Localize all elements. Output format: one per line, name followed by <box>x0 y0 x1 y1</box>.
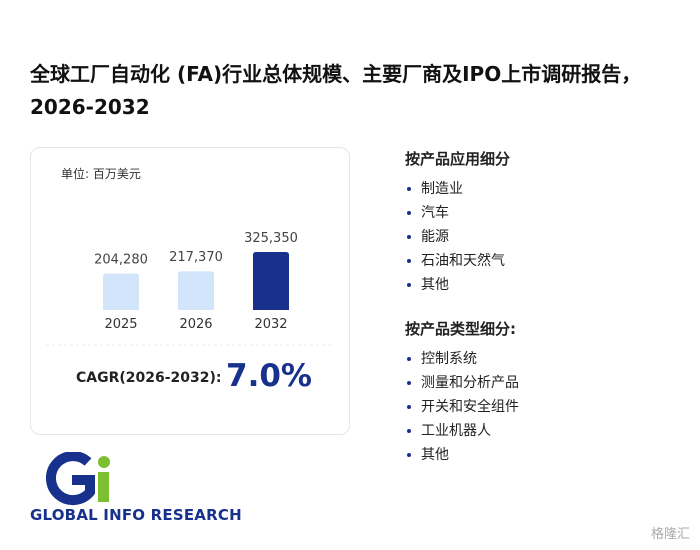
logo-dot <box>98 456 110 468</box>
segment-list: 制造业 汽车 能源 石油和天然气 其他 <box>405 177 685 297</box>
segment-item: 石油和天然气 <box>405 249 685 273</box>
segment-item: 其他 <box>405 443 685 467</box>
value-label: 325,350 <box>244 231 298 246</box>
year-label: 2025 <box>104 317 137 332</box>
segment-title: 按产品应用细分 <box>405 150 511 168</box>
bar <box>103 273 139 310</box>
year-label: 2032 <box>254 317 287 332</box>
unit-label: 单位: 百万美元 <box>61 167 141 181</box>
segment-item: 控制系统 <box>405 347 685 371</box>
segment-title: 按产品类型细分: <box>405 320 516 338</box>
segment: 按产品应用细分制造业 汽车 能源 石油和天然气 其他 <box>405 148 685 297</box>
segment-item: 其他 <box>405 273 685 297</box>
segment: 按产品类型细分: 控制系统 测量和分析产品 开关和安全组件 工业机器人 其他 <box>405 318 685 467</box>
cagr-value: 7.0% <box>226 358 312 394</box>
segment-item: 开关和安全组件 <box>405 395 685 419</box>
logo-g <box>45 452 95 506</box>
market-card: 单位: 百万美元 204,280 2025 217,370 2026 325,350 20… <box>30 147 350 435</box>
logo-mark <box>45 452 110 506</box>
logo-text: GLOBAL INFO RESEARCH <box>30 506 242 524</box>
source-watermark: 格隆汇 <box>650 527 690 542</box>
segment-item: 能源 <box>405 225 685 249</box>
bar <box>253 252 289 310</box>
segment-item: 汽车 <box>405 201 685 225</box>
year-label: 2026 <box>179 317 212 332</box>
value-label: 217,370 <box>169 250 223 265</box>
report-title: 全球工厂自动化 (FA)行业总体规模、主要厂商及IPO上市调研报告，2026-2… <box>30 62 642 119</box>
logo-i <box>98 472 109 502</box>
bar-chart: 204,280 2025 217,370 2026 325,350 2032 <box>46 231 334 346</box>
value-label: 204,280 <box>94 253 148 268</box>
segment-item: 制造业 <box>405 177 685 201</box>
cagr-label: CAGR(2026-2032): <box>76 370 222 386</box>
segment-item: 测量和分析产品 <box>405 371 685 395</box>
bar <box>178 271 214 310</box>
segment-list: 控制系统 测量和分析产品 开关和安全组件 工业机器人 其他 <box>405 347 685 467</box>
segment-item: 工业机器人 <box>405 419 685 443</box>
